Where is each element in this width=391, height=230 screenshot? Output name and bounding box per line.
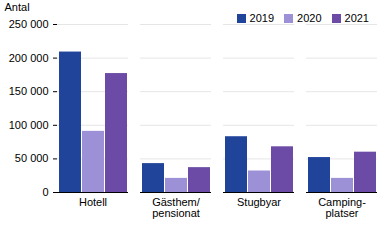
svg-text:100 000: 100 000 <box>9 119 49 131</box>
svg-text:150 000: 150 000 <box>9 85 49 97</box>
svg-text:Antal: Antal <box>5 1 30 13</box>
svg-text:200 000: 200 000 <box>9 52 49 64</box>
svg-text:50 000: 50 000 <box>15 152 49 164</box>
html-text:2020: 2020 <box>297 12 322 24</box>
svg-text:Stugbyar: Stugbyar <box>237 196 281 208</box>
svg-text:Hotell: Hotell <box>79 196 107 208</box>
html-text:2021: 2021 <box>344 12 369 24</box>
html-text:2019: 2019 <box>249 12 274 24</box>
svg-text:Camping-platser: Camping-platser <box>318 196 366 219</box>
svg-text:Gästhem/pensionat: Gästhem/pensionat <box>152 196 201 219</box>
svg-text:0: 0 <box>42 186 48 198</box>
svg-text:250 000: 250 000 <box>9 18 49 30</box>
